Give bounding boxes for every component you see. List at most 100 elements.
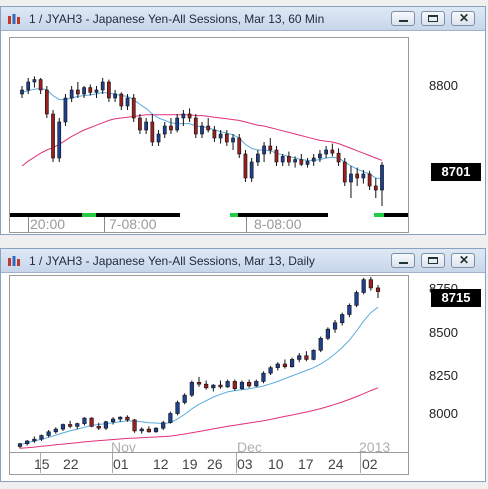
candle [60,423,66,431]
candle [46,430,51,438]
chart-app-icon [8,256,20,266]
candle [182,393,187,405]
candle [110,417,116,425]
candle [225,379,230,388]
candle [367,170,372,190]
candle [361,277,366,295]
candle [247,379,252,388]
candle [196,376,202,387]
candle [231,134,235,150]
candle [161,420,166,430]
candle [336,148,341,166]
candle [187,108,192,122]
fast-moving-average-line [19,306,379,446]
candle [340,312,345,326]
x-tick-label: 24 [328,456,344,472]
candle [138,114,142,134]
x-tick-label: 7-08:00 [109,216,157,232]
candle [330,143,335,157]
candle [211,384,216,392]
x-tick-label: 10 [268,456,284,472]
candle [88,84,93,96]
candle [146,426,151,433]
x-tick-label: 02 [362,456,378,472]
candle [63,94,68,126]
x-tick-label: 15 [34,456,50,472]
close-button[interactable]: ✕ [451,253,475,268]
candle [175,400,180,416]
candle [368,276,373,291]
candle [32,436,37,443]
candle [76,82,80,98]
candle [262,142,266,162]
candle [200,122,204,138]
candle [162,122,167,138]
price-plot-area[interactable] [9,37,409,215]
month-label-dec: Dec [237,439,262,455]
window-title: 1 / JYAH3 - Japanese Yen-All Sessions, M… [29,254,315,268]
candle [318,150,322,162]
candle [82,417,87,426]
slow-moving-average-line [19,387,379,449]
slow-moving-average-line [21,114,383,167]
time-axis[interactable]: 15 22 01 12 19 26 03 10 17 24 02 [9,453,409,475]
candle [299,154,304,166]
candle [168,411,173,424]
time-axis[interactable]: 20:00 7-08:00 8-08:00 [9,213,409,233]
candle [113,90,117,102]
candle [132,419,137,433]
candle [361,170,366,184]
candle [25,440,30,446]
month-label-nov: Nov [111,439,136,455]
candle [349,166,353,198]
candle [347,303,352,318]
candle [289,357,295,368]
candle [332,320,338,333]
close-button[interactable]: ✕ [451,11,475,26]
candle [17,442,23,449]
candle [156,130,161,146]
candle [305,158,310,168]
candle [75,422,80,430]
candle [311,349,316,361]
y-tick-label: 8500 [429,325,458,340]
x-tick-label: 22 [63,456,79,472]
candle [150,114,155,146]
candle [224,130,229,146]
x-tick-label: 01 [113,456,129,472]
x-tick-label: 12 [153,456,169,472]
candle [57,118,62,162]
candle [373,178,378,198]
candle [324,146,328,158]
last-price-tag: 8715 [431,289,481,307]
minimize-button[interactable] [391,253,415,268]
candle [311,154,316,166]
candle [89,417,94,428]
x-tick-label: 26 [207,456,223,472]
session-bar [10,213,408,217]
chart-app-icon [8,14,20,24]
price-axis[interactable]: 8800 8701 [409,37,485,215]
window-title: 1 / JYAH3 - Japanese Yen-All Sessions, M… [29,12,325,26]
candle [355,167,360,186]
price-plot-area[interactable] [9,275,409,453]
close-icon: ✕ [459,253,470,267]
candle [239,380,245,390]
chart-window-daily: 1 / JYAH3 - Japanese Yen-All Sessions, M… [0,248,486,482]
window-titlebar[interactable]: 1 / JYAH3 - Japanese Yen-All Sessions, M… [1,249,485,273]
price-axis[interactable]: 8750 8500 8250 8000 8715 [409,275,485,453]
x-tick-label: 19 [182,456,198,472]
maximize-button[interactable] [421,253,445,268]
candle [26,78,31,94]
candle [342,158,347,186]
maximize-button[interactable] [421,11,445,26]
candle [125,415,130,422]
candle [256,150,260,166]
candle [232,379,237,391]
minimize-button[interactable] [391,11,415,26]
candlestick-chart [20,76,384,206]
candle [53,427,58,434]
candle [144,118,148,134]
candle [318,336,323,353]
window-titlebar[interactable]: 1 / JYAH3 - Japanese Yen-All Sessions, M… [1,7,485,31]
